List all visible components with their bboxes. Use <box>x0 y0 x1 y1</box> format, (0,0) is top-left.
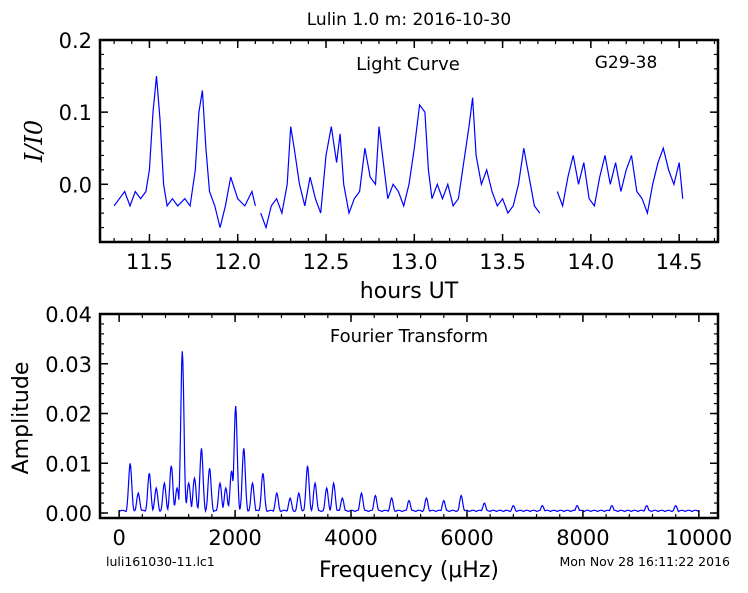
fourier-plot-area <box>118 351 699 514</box>
fourier-ticks: 0 2000 4000 6000 8000 10000 0.00 0.01 0.02 0.03 0.… <box>45 303 732 550</box>
x-tick-label: 4000 <box>324 526 377 550</box>
x-tick-label: 10000 <box>665 526 732 550</box>
light-curve-panel-title: Light Curve <box>356 54 460 75</box>
y-tick-label: 0.01 <box>45 452 92 476</box>
x-tick-label: 2000 <box>208 526 261 550</box>
light-curve-series <box>113 76 256 228</box>
fourier-y-axis-label: Amplitude <box>9 362 34 475</box>
x-tick-label: 0 <box>112 526 125 550</box>
light-curve-plot-area <box>113 76 684 230</box>
fourier-panel: 0 2000 4000 6000 8000 10000 0.00 0.01 0.02 0.03 0.… <box>9 303 732 583</box>
footer-filename: luli161030-11.lc1 <box>106 554 215 569</box>
object-label: G29-38 <box>595 53 658 73</box>
fourier-x-axis-label: Frequency (μHz) <box>319 558 499 583</box>
x-tick-label: 13.0 <box>391 250 438 274</box>
light-curve-panel: 11.5 12.0 12.5 13.0 13.5 14.0 14.5 0.0 0.1 0.2 Li… <box>20 29 720 304</box>
x-tick-label: 8000 <box>556 526 609 550</box>
y-tick-label: 0.0 <box>59 173 92 197</box>
light-curve-series <box>260 97 541 230</box>
footer-timestamp: Mon Nov 28 16:11:22 2016 <box>559 554 730 569</box>
y-tick-label: 0.03 <box>45 353 92 377</box>
light-curve-x-axis-label: hours UT <box>360 279 459 304</box>
y-tick-label: 0.02 <box>45 403 92 427</box>
light-curve-y-axis-label: I/I0 <box>20 120 48 163</box>
x-tick-label: 12.5 <box>303 250 350 274</box>
light-curve-ticks: 11.5 12.0 12.5 13.0 13.5 14.0 14.5 0.0 0.1 0.2 <box>59 29 718 274</box>
light-curve-series <box>556 146 684 216</box>
fourier-panel-title: Fourier Transform <box>330 326 488 347</box>
fourier-frame <box>98 312 720 520</box>
figure-title: Lulin 1.0 m: 2016-10-30 <box>307 10 512 30</box>
y-tick-label: 0.04 <box>45 303 92 327</box>
y-tick-label: 0.1 <box>59 101 92 125</box>
y-tick-label: 0.2 <box>59 29 92 53</box>
fourier-series <box>118 351 699 514</box>
y-tick-label: 0.00 <box>45 502 92 526</box>
x-tick-label: 13.5 <box>479 250 526 274</box>
x-tick-label: 14.5 <box>656 250 703 274</box>
x-tick-label: 12.0 <box>214 250 261 274</box>
x-tick-label: 14.0 <box>567 250 614 274</box>
x-tick-label: 11.5 <box>126 250 173 274</box>
x-tick-label: 6000 <box>440 526 493 550</box>
